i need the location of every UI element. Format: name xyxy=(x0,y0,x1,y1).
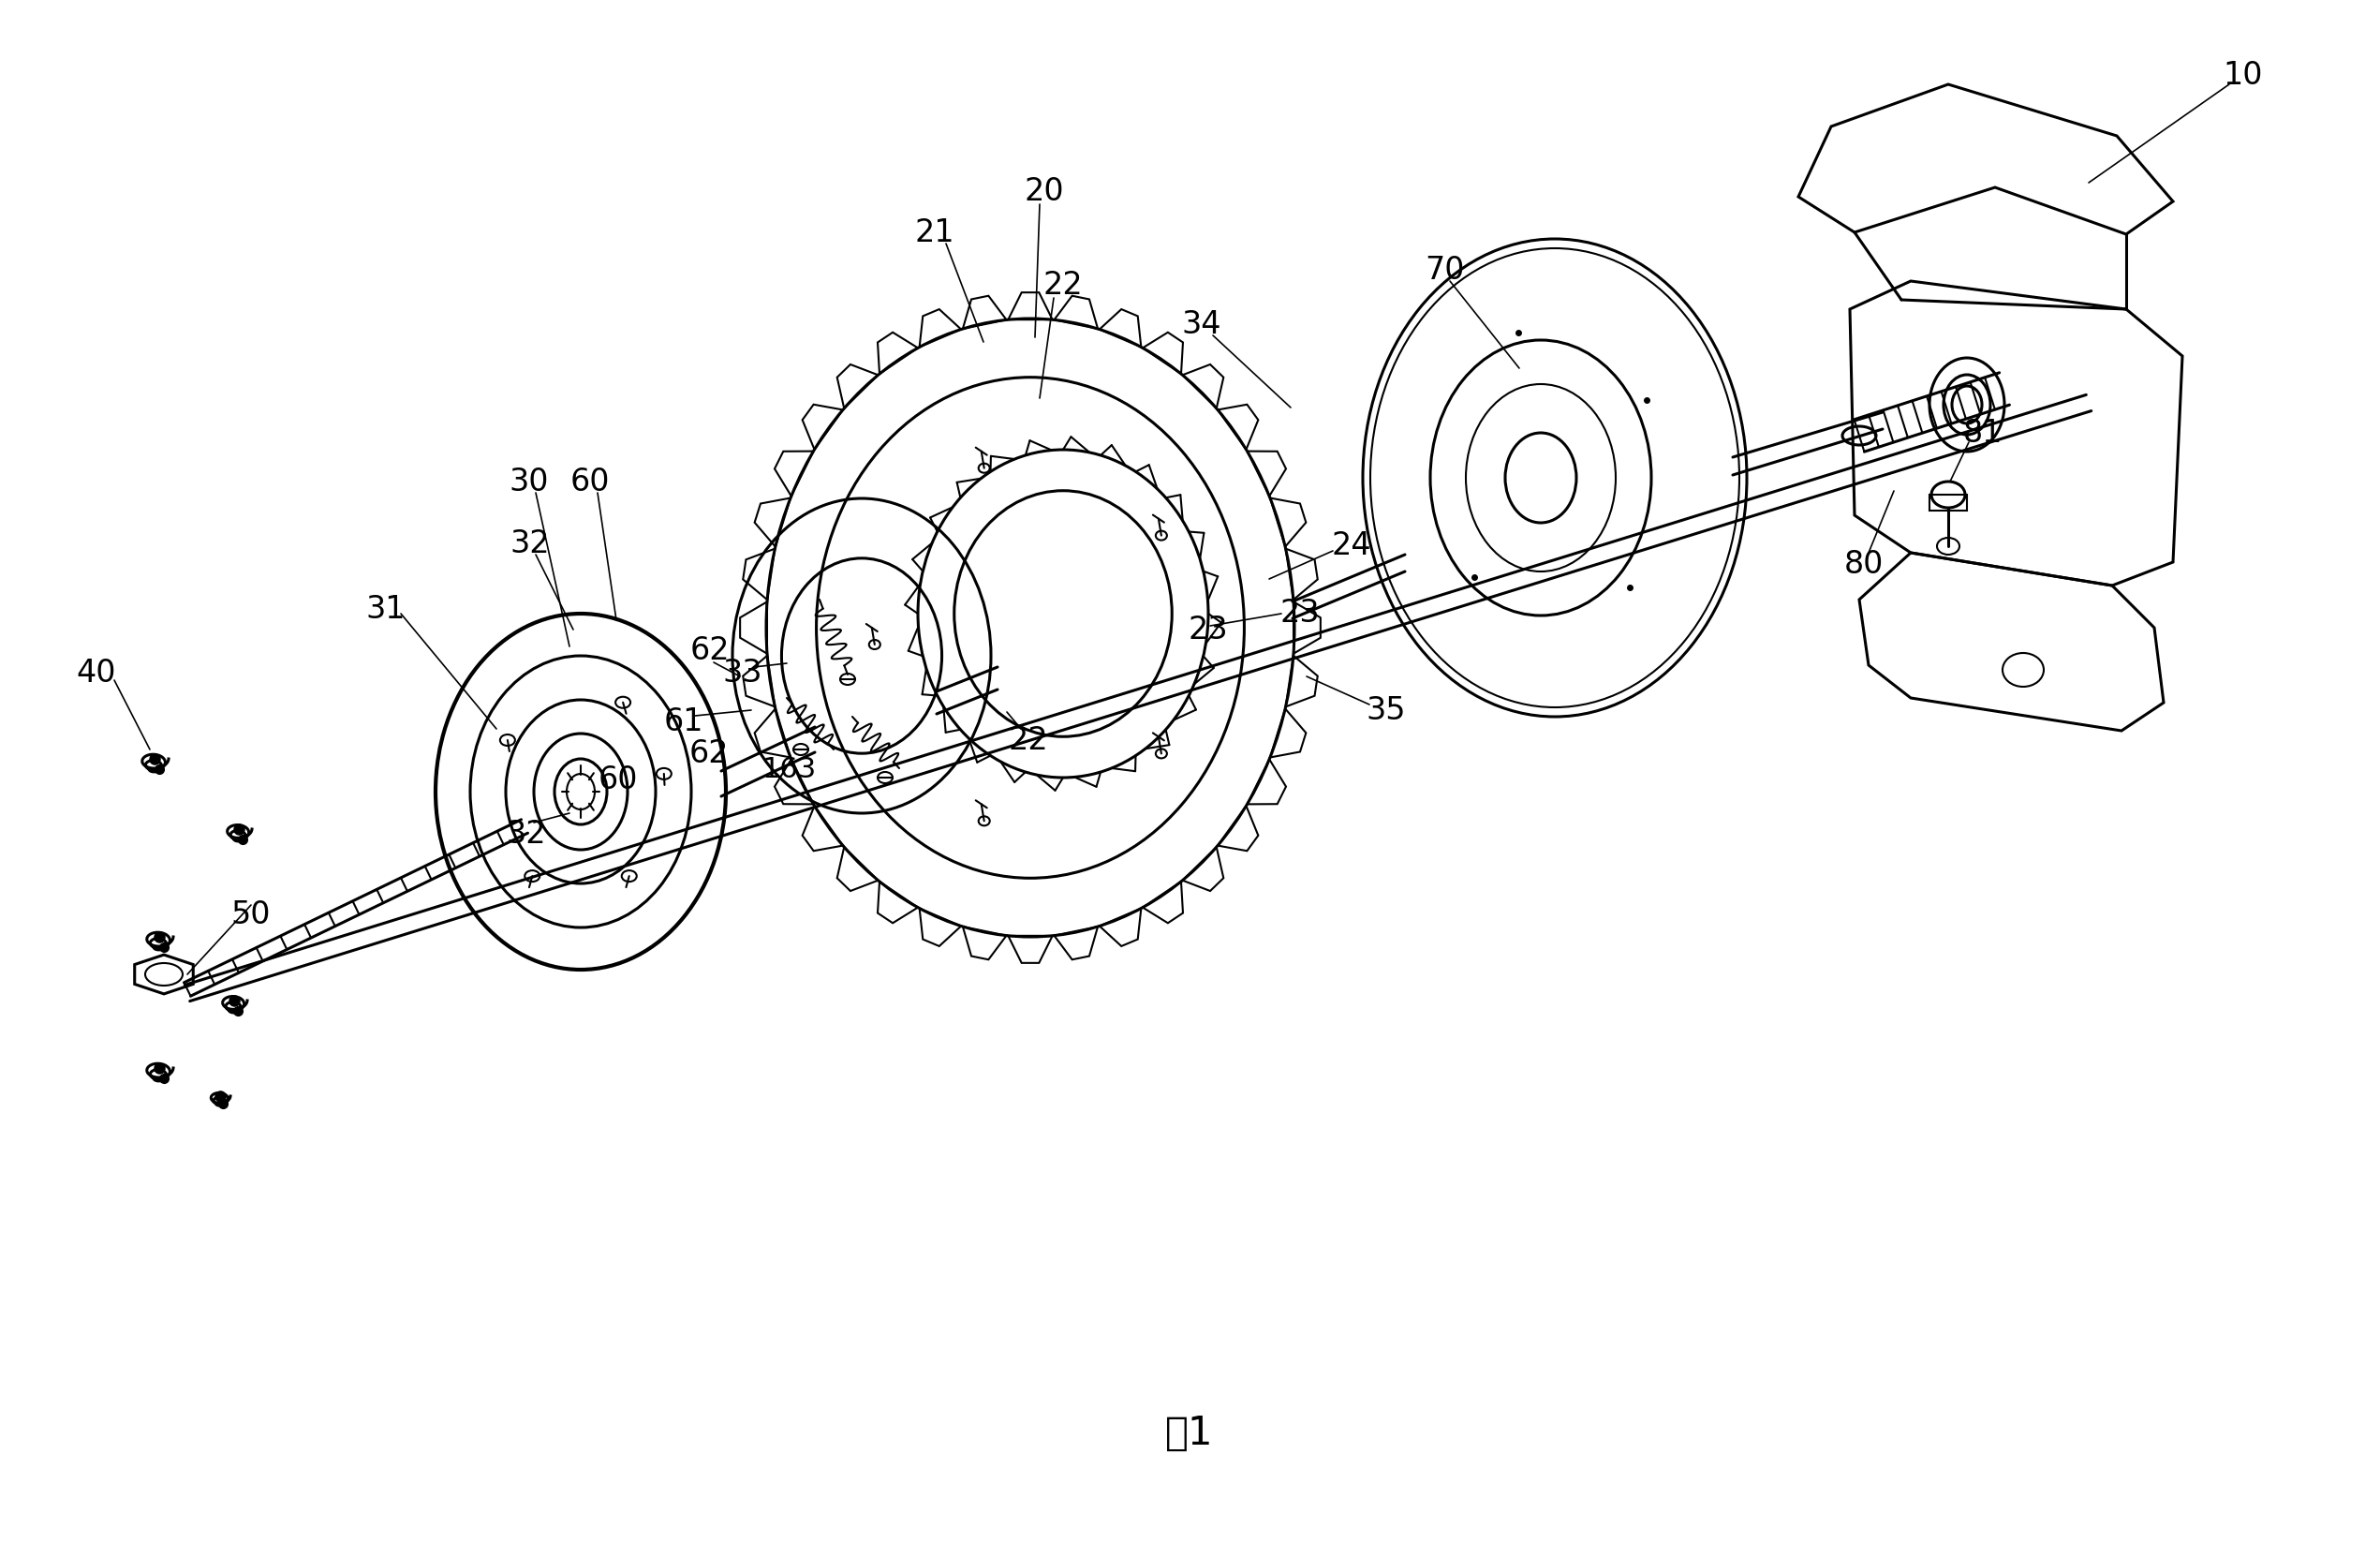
Text: 32: 32 xyxy=(509,528,550,559)
Text: 62: 62 xyxy=(690,739,728,770)
Text: 30: 30 xyxy=(509,466,550,497)
Text: 60: 60 xyxy=(571,466,609,497)
Text: 图1: 图1 xyxy=(1166,1413,1214,1454)
Text: 24: 24 xyxy=(1330,529,1371,560)
Text: 60: 60 xyxy=(597,764,638,795)
Text: 10: 10 xyxy=(2223,60,2263,91)
Text: 50: 50 xyxy=(231,900,271,930)
Text: 35: 35 xyxy=(1366,694,1407,725)
Text: 80: 80 xyxy=(1845,548,1883,580)
Text: 21: 21 xyxy=(914,218,954,248)
Text: 20: 20 xyxy=(1023,176,1064,207)
Text: 32: 32 xyxy=(507,818,547,849)
Text: 70: 70 xyxy=(1423,255,1464,285)
Text: 62: 62 xyxy=(690,636,731,667)
Text: 23: 23 xyxy=(1280,599,1321,630)
Text: 40: 40 xyxy=(76,657,117,688)
Text: 23: 23 xyxy=(1188,614,1228,645)
Text: 22: 22 xyxy=(1042,270,1083,301)
Text: 163: 163 xyxy=(762,756,816,784)
Text: 61: 61 xyxy=(664,705,704,738)
Text: 34: 34 xyxy=(1183,310,1221,341)
Text: 31: 31 xyxy=(367,594,407,625)
Text: 33: 33 xyxy=(724,657,762,688)
Text: 81: 81 xyxy=(1963,417,2002,449)
Text: 22: 22 xyxy=(1009,725,1050,756)
